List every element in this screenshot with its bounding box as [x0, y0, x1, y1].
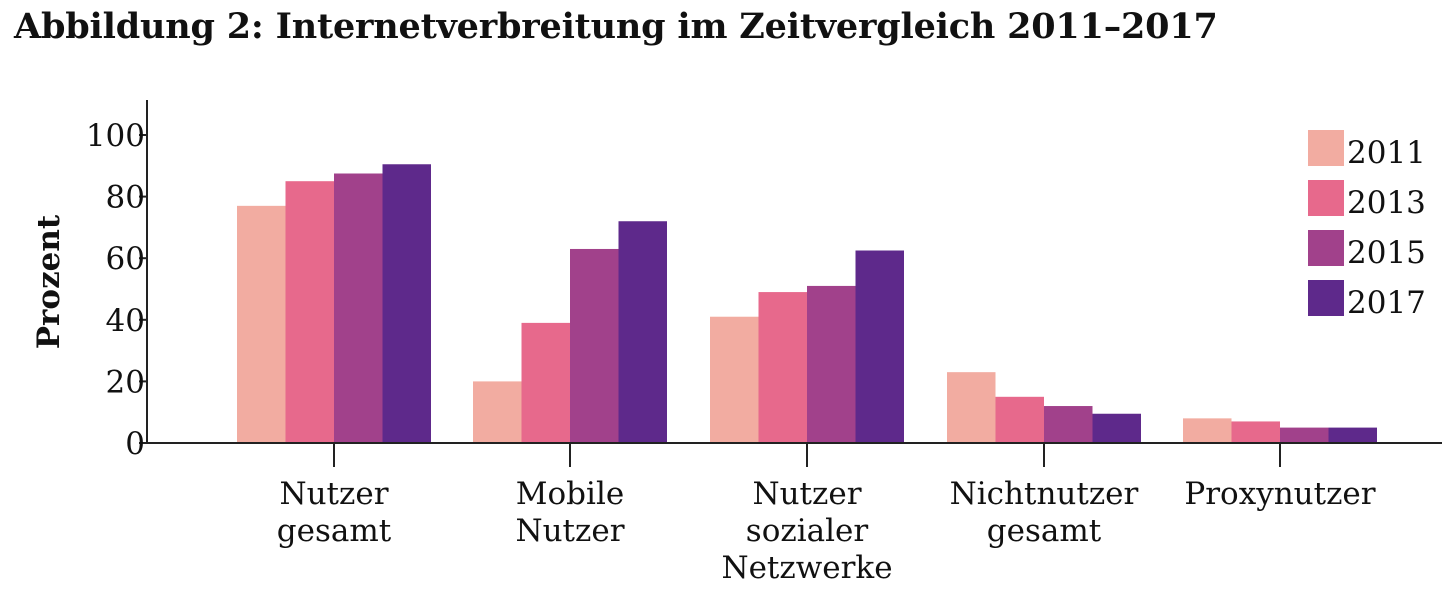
- bar-2017-4: [1328, 427, 1377, 443]
- x-axis-ticks: Nutzer gesamt Mobile Nutzer Nutzer sozialer Ne…: [277, 443, 1376, 586]
- y-tick-label: 100: [86, 118, 145, 154]
- bar-2015-2: [807, 285, 856, 443]
- legend: 2011 2013 2015 2017: [1308, 130, 1426, 321]
- bar-2015-0: [334, 173, 383, 443]
- bar-2017-0: [382, 164, 431, 443]
- x-tick-label: Nutzer sozialer Netzwerke: [721, 476, 892, 586]
- bar-2017-3: [1092, 413, 1141, 443]
- bar-2011-2: [710, 316, 759, 443]
- legend-swatch-2013: [1308, 180, 1344, 216]
- bar-2011-0: [237, 205, 286, 443]
- legend-swatch-2011: [1308, 130, 1344, 166]
- x-tick-label: Nichtnutzer gesamt: [950, 476, 1139, 549]
- legend-swatch-2017: [1308, 280, 1344, 316]
- bar-2015-4: [1280, 427, 1329, 443]
- x-tick-label: Mobile Nutzer: [515, 476, 624, 549]
- x-tick-label: Proxynutzer: [1184, 476, 1375, 512]
- bar-2013-4: [1231, 421, 1280, 443]
- bar-2013-3: [995, 396, 1044, 443]
- bar-2011-3: [947, 372, 996, 443]
- y-axis-ticks: 0 20 40 60 80 100: [86, 118, 147, 462]
- bar-2017-2: [855, 250, 904, 443]
- bar-2011-4: [1183, 418, 1232, 443]
- bar-2013-1: [521, 322, 570, 443]
- bar-2013-2: [758, 292, 807, 443]
- bar-2015-3: [1044, 406, 1093, 443]
- y-tick-label: 80: [106, 180, 145, 216]
- bar-2017-1: [618, 221, 667, 443]
- bar-2011-1: [473, 381, 522, 443]
- bar-2015-1: [570, 248, 619, 443]
- legend-label-2011: 2011: [1347, 135, 1426, 171]
- y-tick-label: 60: [106, 241, 145, 277]
- chart-title: Abbildung 2: Internetverbreitung im Zeit…: [14, 6, 1218, 47]
- y-axis-title: Prozent: [31, 214, 67, 349]
- legend-label-2013: 2013: [1347, 185, 1426, 221]
- y-tick-label: 20: [106, 364, 145, 400]
- bar-2013-0: [285, 181, 334, 443]
- bars-layer: [237, 164, 1377, 443]
- y-tick-label: 40: [106, 303, 145, 339]
- legend-label-2015: 2015: [1347, 235, 1426, 271]
- x-tick-label: Nutzer gesamt: [277, 476, 392, 549]
- y-tick-label: 0: [125, 426, 145, 462]
- legend-label-2017: 2017: [1347, 285, 1426, 321]
- legend-swatch-2015: [1308, 230, 1344, 266]
